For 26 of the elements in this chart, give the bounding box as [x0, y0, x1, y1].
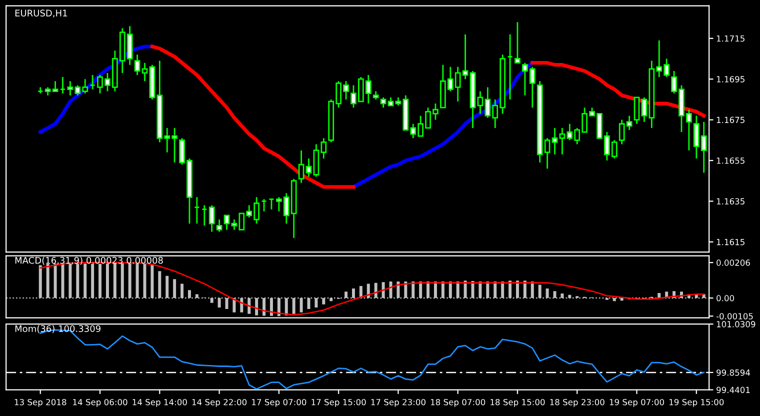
y-tick-label: 101.0309: [716, 321, 756, 328]
x-tick-label: 19 Sep 15:00: [670, 398, 724, 407]
x-tick-label: 14 Sep 06:00: [73, 398, 128, 407]
chart-title: Mom(36) 100.3309: [15, 325, 100, 334]
x-tick-label: 17 Sep 07:00: [252, 398, 306, 407]
y-tick-label: 1.1695: [716, 76, 744, 82]
x-tick-label: 18 Sep 23:00: [550, 398, 604, 407]
chart-title: EURUSD,H1: [15, 10, 67, 18]
y-tick-label: 0.00: [716, 295, 734, 302]
y-tick-label: -0.00105: [716, 313, 753, 320]
y-tick-label: 1.1615: [716, 238, 744, 246]
x-tick-label: 18 Sep 15:00: [490, 398, 545, 407]
x-tick-label: 14 Sep 22:00: [192, 398, 247, 407]
y-tick-label: 1.1635: [716, 198, 744, 204]
y-tick-label: 0.00206: [716, 260, 750, 266]
x-tick-label: 17 Sep 23:00: [371, 398, 426, 407]
y-tick-label: 1.1675: [716, 116, 744, 124]
y-tick-label: 99.8594: [716, 369, 750, 376]
y-tick-label: 1.1715: [716, 35, 744, 42]
x-tick-label: 14 Sep 14:00: [132, 398, 187, 407]
x-tick-label: 19 Sep 07:00: [610, 398, 664, 407]
y-tick-label: 1.1655: [716, 157, 744, 164]
y-tick-label: 99.4401: [716, 386, 750, 394]
x-tick-label: 18 Sep 07:00: [430, 398, 486, 407]
x-tick-label: 13 Sep 2018: [14, 398, 66, 407]
x-tick-label: 17 Sep 15:00: [312, 398, 366, 407]
